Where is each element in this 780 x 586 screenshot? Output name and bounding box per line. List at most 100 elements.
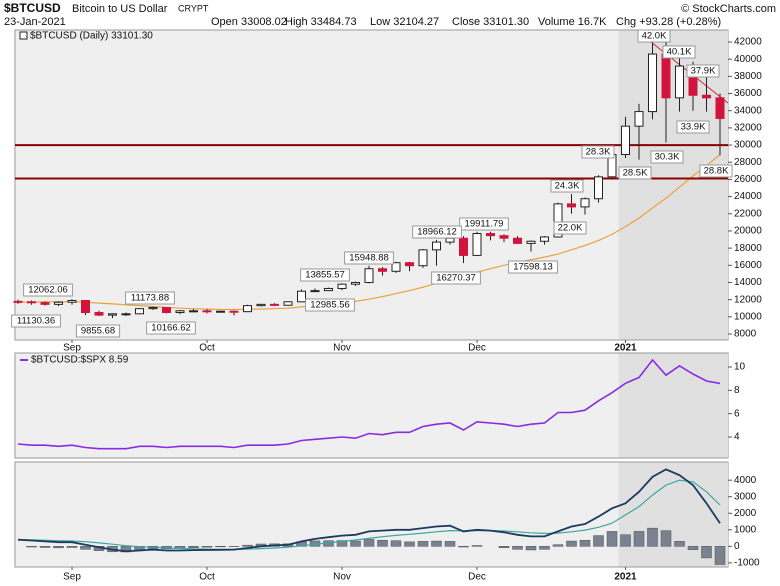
- histogram-bar: [606, 531, 618, 547]
- histogram-bar: [444, 541, 456, 547]
- annotation-box: [305, 298, 355, 312]
- series-line: [17, 479, 721, 551]
- candle-body: [526, 240, 536, 244]
- price-annotation: 10166.62: [146, 321, 196, 335]
- y-tick-label: 4000: [734, 475, 757, 486]
- y-tick-label: 12000: [734, 294, 762, 305]
- annotation-label: 18966.12: [417, 227, 457, 238]
- candle-body: [553, 203, 563, 238]
- annotation-box: [431, 271, 481, 285]
- price-annotation: 37.9K: [686, 64, 720, 78]
- annotation-label: 37.9K: [691, 66, 716, 77]
- legend-swatch: [19, 31, 28, 40]
- price-annotation: 28.5K: [618, 166, 652, 180]
- price-annotation: 9855.68: [75, 324, 121, 338]
- candle-body: [648, 53, 657, 113]
- annotation-box: [146, 321, 196, 335]
- annotation-label: 19911.79: [465, 219, 504, 230]
- y-tick-label: 26000: [734, 174, 762, 185]
- period-shade: [618, 353, 728, 458]
- histogram-bar: [363, 539, 375, 547]
- candle-body: [297, 290, 306, 303]
- legend: $BTCUSD (Daily) 33101.30: [30, 31, 153, 42]
- price-annotation: 22.0K: [553, 221, 587, 235]
- annotation-box: [23, 283, 73, 297]
- annotation-box: [581, 145, 615, 159]
- histogram-bar: [390, 540, 402, 547]
- annotation-label: 13855.57: [305, 270, 345, 281]
- y-tick-label: 32000: [734, 123, 762, 134]
- x-tick-label: Dec: [468, 572, 486, 583]
- histogram-bar: [66, 546, 78, 548]
- price-annotation: 11130.36: [11, 314, 61, 328]
- candle-body: [715, 97, 725, 119]
- y-tick-label: 14000: [734, 277, 762, 288]
- candle-body: [202, 310, 212, 313]
- price-annotation: 18966.12: [412, 225, 462, 239]
- candle-body: [364, 268, 374, 283]
- annotation-label: 10166.62: [151, 323, 191, 334]
- histogram-bar: [377, 539, 388, 547]
- candle-body: [418, 249, 428, 267]
- series-line: [17, 468, 721, 553]
- y-tick-label: 8000: [734, 329, 757, 340]
- stat: Close 33101.30: [452, 16, 529, 28]
- histogram-bar: [620, 534, 631, 547]
- x-tick-label: Sep: [63, 572, 81, 583]
- annotation-label: 11130.36: [17, 316, 55, 327]
- candle-body: [256, 303, 266, 307]
- histogram-bar: [188, 546, 199, 548]
- price-annotation: 19911.79: [459, 217, 509, 231]
- annotation-box: [11, 314, 61, 328]
- histogram-bar: [26, 546, 37, 548]
- x-tick-label: Oct: [199, 343, 215, 354]
- histogram-bar: [687, 546, 699, 550]
- y-tick-label: 8: [734, 385, 740, 396]
- annotation-label: 12985.56: [310, 300, 350, 311]
- price-annotation: 40.1K: [662, 45, 696, 59]
- candle-body: [108, 313, 117, 316]
- candle-body: [135, 308, 144, 315]
- y-tick-label: 16000: [734, 260, 762, 271]
- annotation-label: 16270.37: [436, 273, 476, 284]
- y-tick-label: 1000: [734, 524, 757, 535]
- annotation-box: [508, 260, 558, 274]
- panel-background: [14, 461, 729, 568]
- annotation-box: [412, 225, 462, 239]
- candle-body: [175, 310, 185, 314]
- candle-body: [216, 310, 225, 313]
- annotation-label: 9855.68: [81, 326, 115, 337]
- candle-body: [283, 301, 293, 306]
- candle-body: [499, 235, 509, 239]
- price-annotation: 12062.06: [23, 283, 73, 297]
- candle-body: [621, 125, 630, 156]
- date: 23-Jan-2021: [4, 16, 66, 28]
- candle-body: [94, 312, 104, 316]
- price-annotation: 28.3K: [581, 145, 615, 159]
- candle-body: [67, 299, 77, 303]
- candle-body: [540, 236, 549, 242]
- stat: Open 33008.02: [211, 16, 287, 28]
- x-tick-label: Dec: [468, 343, 486, 354]
- y-tick-label: 40000: [734, 54, 762, 65]
- candle-body: [337, 283, 347, 289]
- annotation-label: 42.0K: [642, 31, 667, 42]
- candle-body: [121, 313, 131, 316]
- annotation-label: 40.1K: [667, 47, 692, 58]
- histogram-bar: [431, 540, 442, 547]
- y-tick-label: 2000: [734, 508, 757, 519]
- candle-body: [243, 305, 252, 313]
- y-tick-label: 28000: [734, 157, 762, 168]
- price-annotation: 15948.88: [344, 251, 394, 265]
- annotation-label: 11173.88: [131, 293, 169, 304]
- candle-body: [229, 310, 239, 313]
- annotation-label: 12062.06: [28, 285, 68, 296]
- histogram-bar: [647, 527, 658, 547]
- annotation-label: 28.8K: [704, 166, 729, 177]
- annotation-label: 15948.88: [349, 253, 389, 264]
- y-tick-label: 3000: [734, 491, 757, 502]
- candle-body: [40, 302, 50, 305]
- x-tick-label: Sep: [63, 343, 81, 354]
- credit: © StockCharts.com: [681, 3, 776, 15]
- histogram-bar: [633, 531, 645, 547]
